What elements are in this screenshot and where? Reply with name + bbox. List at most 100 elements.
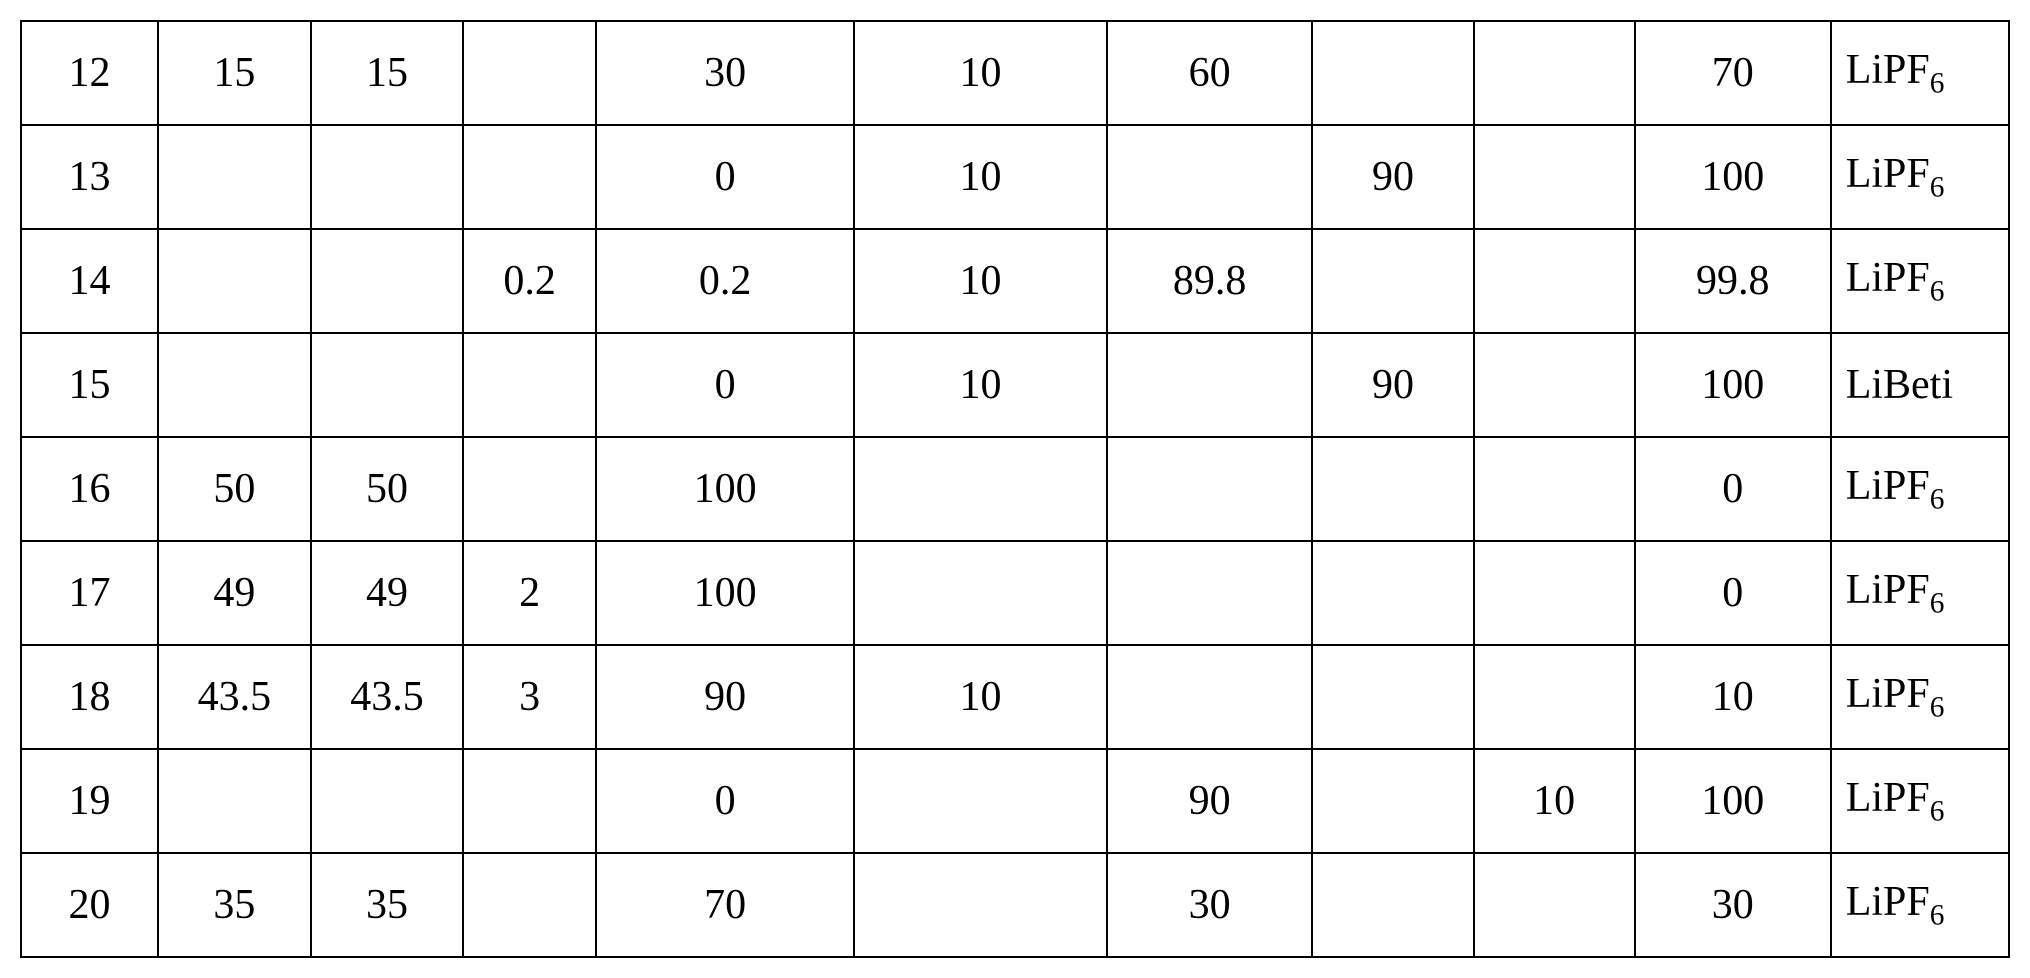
table-cell: 70 [1635,21,1831,125]
table-cell [1474,541,1635,645]
table-body: 12151530106070LiPF61301090100LiPF6140.20… [21,21,2009,957]
table-cell: 30 [1107,853,1313,957]
table-cell: 0 [596,125,854,229]
table-cell [311,333,464,437]
table-cell: 2 [463,541,596,645]
table-row: 203535703030LiPF6 [21,853,2009,957]
table-cell: 10 [1474,749,1635,853]
table-cell: LiPF6 [1831,645,2009,749]
table-cell: LiPF6 [1831,125,2009,229]
table-cell: LiPF6 [1831,437,2009,541]
table-cell [158,749,311,853]
table-row: 1909010100LiPF6 [21,749,2009,853]
table-cell: 12 [21,21,158,125]
table-cell: LiPF6 [1831,749,2009,853]
table-cell [1312,437,1473,541]
salt-subscript: 6 [1930,587,1945,619]
salt-subscript: 6 [1930,795,1945,827]
table-cell [854,437,1107,541]
table-cell [1474,333,1635,437]
table-cell [311,229,464,333]
table-cell [1312,749,1473,853]
table-cell [1107,437,1313,541]
table-cell [311,749,464,853]
table-cell: 0.2 [463,229,596,333]
table-cell [1312,229,1473,333]
table-cell: 43.5 [311,645,464,749]
table-cell: 90 [1312,333,1473,437]
table-cell: LiBeti [1831,333,2009,437]
table-cell [463,333,596,437]
table-row: 12151530106070LiPF6 [21,21,2009,125]
table-cell [158,333,311,437]
table-cell: 89.8 [1107,229,1313,333]
table-cell [1312,21,1473,125]
table-cell: 13 [21,125,158,229]
table-cell [854,749,1107,853]
salt-subscript: 6 [1930,171,1945,203]
table-cell: 14 [21,229,158,333]
table-cell: LiPF6 [1831,541,2009,645]
table-cell [158,125,311,229]
table-row: 140.20.21089.899.8LiPF6 [21,229,2009,333]
table-cell: 100 [596,541,854,645]
table-cell: 10 [854,125,1107,229]
table-cell: 0 [1635,437,1831,541]
table-cell: 15 [311,21,464,125]
salt-subscript: 6 [1930,483,1945,515]
table-cell [1474,853,1635,957]
table-row: 1843.543.53901010LiPF6 [21,645,2009,749]
table-cell: 90 [1312,125,1473,229]
table-cell: 99.8 [1635,229,1831,333]
table-cell: 60 [1107,21,1313,125]
table-cell [1474,229,1635,333]
table-cell [463,21,596,125]
table-cell: 100 [1635,333,1831,437]
table-cell [854,541,1107,645]
table-cell: LiPF6 [1831,229,2009,333]
table-cell: 35 [311,853,464,957]
table-cell [1107,125,1313,229]
table-cell: 15 [21,333,158,437]
table-cell: 0 [596,333,854,437]
table-cell: 16 [21,437,158,541]
table-cell: 35 [158,853,311,957]
table-cell: 10 [1635,645,1831,749]
table-cell [463,125,596,229]
salt-subscript: 6 [1930,67,1945,99]
table-cell: 49 [311,541,464,645]
table-cell: 30 [596,21,854,125]
table-cell: 0.2 [596,229,854,333]
table-cell: 0 [596,749,854,853]
salt-subscript: 6 [1930,691,1945,723]
table-row: 1650501000LiPF6 [21,437,2009,541]
table-cell: 100 [1635,125,1831,229]
salt-subscript: 6 [1930,275,1945,307]
table-cell: 10 [854,333,1107,437]
table-cell: 20 [21,853,158,957]
table-cell: 10 [854,21,1107,125]
table-cell [1474,21,1635,125]
table-cell [463,437,596,541]
table-cell [158,229,311,333]
table-cell: 10 [854,229,1107,333]
table-cell [463,749,596,853]
table-cell: 50 [158,437,311,541]
table-cell [1474,125,1635,229]
table-cell: 0 [1635,541,1831,645]
table-cell: 70 [596,853,854,957]
table-cell: 100 [1635,749,1831,853]
table-cell [1312,541,1473,645]
table-row: 13 010 90 100LiPF6 [21,125,2009,229]
table-cell: 18 [21,645,158,749]
table-cell: 49 [158,541,311,645]
data-table: 12151530106070LiPF61301090100LiPF6140.20… [20,20,2010,958]
table-cell: 17 [21,541,158,645]
table-cell [463,853,596,957]
table-cell [1107,541,1313,645]
table-cell: 10 [854,645,1107,749]
table-cell: 43.5 [158,645,311,749]
table-cell: 90 [1107,749,1313,853]
table-cell [1474,437,1635,541]
table-cell: 3 [463,645,596,749]
